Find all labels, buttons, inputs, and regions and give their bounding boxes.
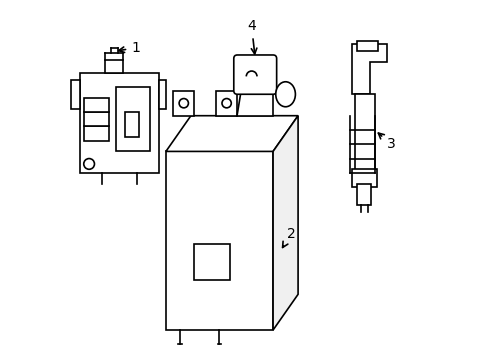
Bar (83, 126, 108, 141)
Bar (124, 112, 139, 137)
Polygon shape (272, 116, 298, 330)
Bar (80, 73, 159, 173)
Text: 1: 1 (119, 41, 140, 55)
FancyBboxPatch shape (233, 55, 276, 94)
Polygon shape (165, 116, 298, 152)
Polygon shape (237, 73, 272, 116)
Bar (356, 41, 378, 51)
Polygon shape (351, 44, 386, 94)
Bar (71, 80, 80, 109)
Bar (165, 152, 272, 330)
Bar (351, 169, 376, 187)
Bar (356, 184, 370, 205)
Polygon shape (216, 91, 237, 116)
Polygon shape (173, 91, 194, 116)
Bar (105, 60, 123, 73)
Bar (194, 244, 230, 280)
Bar (83, 112, 108, 126)
Text: 4: 4 (247, 19, 256, 54)
Bar (83, 98, 108, 112)
Ellipse shape (275, 82, 295, 107)
Text: 2: 2 (282, 226, 295, 247)
Text: 3: 3 (378, 133, 394, 151)
Bar (159, 80, 165, 109)
Bar (116, 87, 149, 152)
Bar (354, 94, 374, 173)
